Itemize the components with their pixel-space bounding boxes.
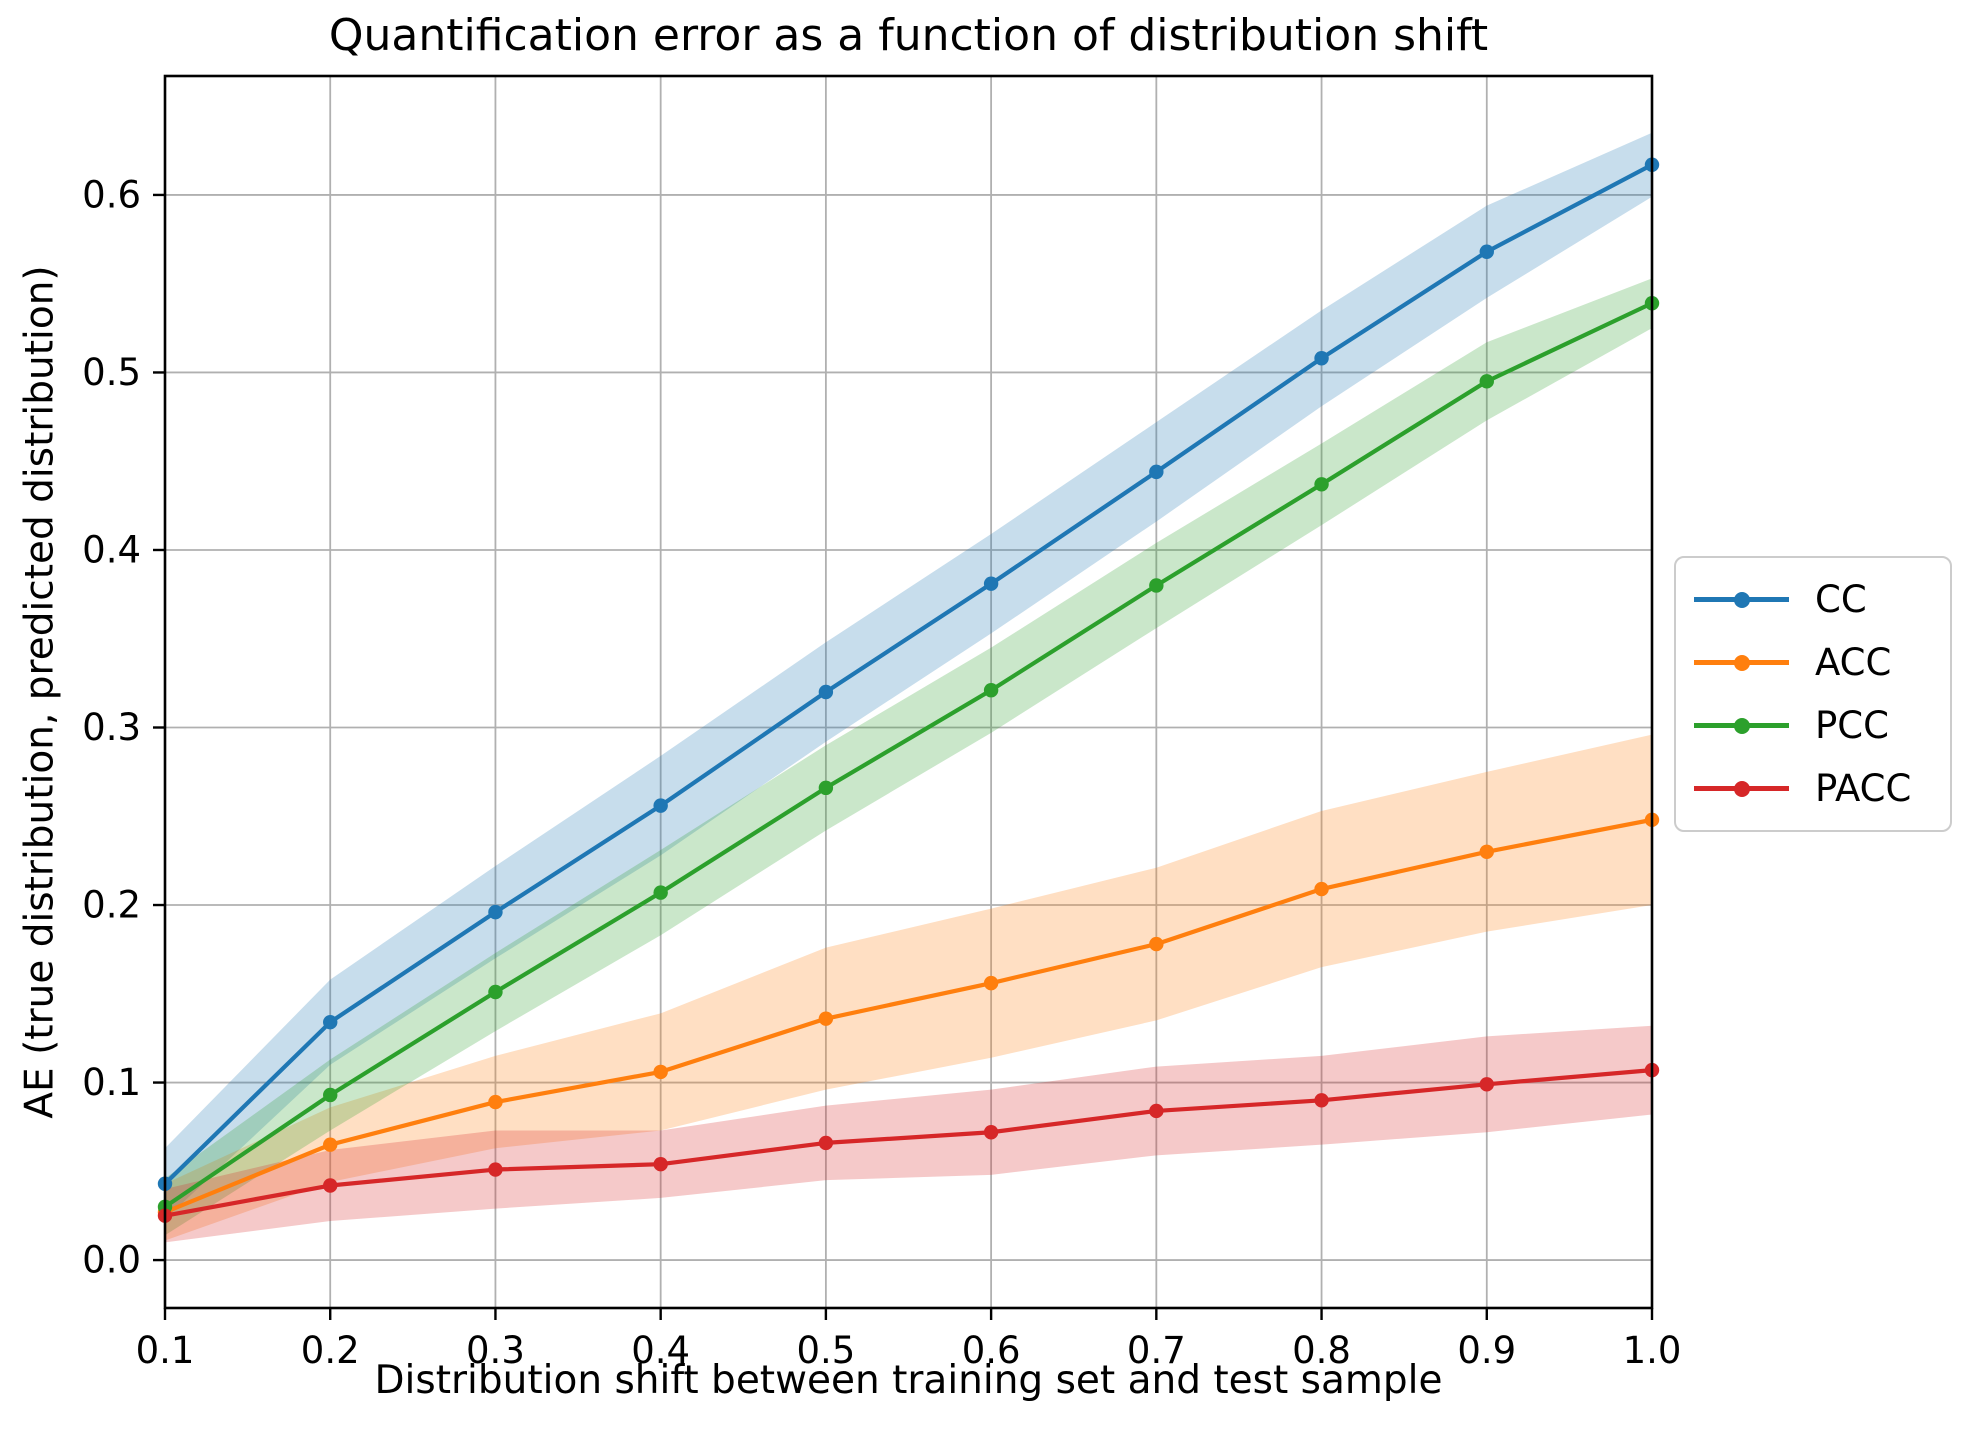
series-marker-acc [653, 1064, 668, 1080]
x-tick-label: 0.6 [962, 1329, 1021, 1372]
series-marker-cc [488, 904, 503, 920]
series-marker-pacc [488, 1162, 503, 1177]
series-line-acc [162, 817, 1655, 1215]
series-marker-acc [1314, 881, 1329, 897]
series-marker-acc [488, 1094, 503, 1110]
series-band-pcc [165, 278, 1652, 1236]
x-tick-label: 0.5 [796, 1329, 855, 1372]
series-marker-acc [818, 1011, 834, 1026]
series-marker-acc [323, 1137, 338, 1152]
legend-label: PCC [1815, 704, 1889, 747]
x-tick-label: 0.8 [1292, 1329, 1351, 1372]
series-marker-cc [323, 1014, 338, 1030]
legend-line-sample-pcc [1694, 717, 1789, 734]
y-tick-label: 0.2 [82, 884, 141, 927]
series-marker-pacc [323, 1178, 338, 1193]
legend-line-sample-acc [1694, 654, 1789, 671]
series-marker-acc [1479, 844, 1494, 859]
x-tick-label: 0.9 [1457, 1329, 1516, 1372]
series-marker-pcc [1149, 578, 1164, 593]
legend-marker-icon [1733, 780, 1750, 797]
legend-item-pacc: PACC [1694, 760, 1950, 818]
x-axis-label: Distribution shift between training set … [374, 1358, 1443, 1403]
series-marker-acc [983, 975, 999, 991]
series-band-acc [165, 734, 1652, 1241]
plot-area [163, 74, 1654, 1310]
chart-title: Quantification error as a function of di… [328, 10, 1489, 61]
series-marker-pcc [818, 780, 834, 796]
x-tick-label: 0.7 [1127, 1329, 1186, 1372]
x-tick-label: 0.3 [466, 1329, 525, 1372]
legend-marker-icon [1733, 654, 1750, 671]
series-marker-pcc [983, 683, 999, 698]
series-line-pcc [162, 301, 1655, 1209]
series-line-pacc [162, 1068, 1655, 1218]
legend-label: CC [1815, 578, 1867, 621]
y-tick-label: 0.6 [82, 173, 141, 216]
series-marker-pacc [818, 1135, 834, 1151]
legend-line-sample-cc [1694, 591, 1789, 608]
y-tick-label: 0.4 [82, 528, 141, 571]
series-marker-cc [1479, 244, 1494, 259]
series-marker-pacc [653, 1157, 668, 1172]
y-tick-label: 0.3 [82, 706, 141, 749]
legend-item-acc: ACC [1694, 634, 1950, 692]
legend: CC ACC PCC PACC [1674, 556, 1952, 832]
legend-item-cc: CC [1694, 571, 1950, 629]
x-tick-label: 0.2 [301, 1329, 360, 1372]
legend-label: PACC [1815, 767, 1912, 810]
series-band-pacc [165, 1025, 1652, 1243]
series-marker-cc [983, 576, 999, 591]
y-tick-label: 0.1 [82, 1061, 141, 1104]
series-marker-pcc [323, 1087, 338, 1103]
series-marker-cc [1149, 464, 1164, 480]
series-marker-cc [818, 684, 834, 700]
series-marker-acc [1149, 936, 1164, 952]
series-line-cc [162, 162, 1655, 1186]
series-band-cc [165, 132, 1652, 1220]
x-tick-label: 0.1 [136, 1329, 195, 1372]
legend-marker-icon [1733, 717, 1750, 734]
y-tick-label: 0.0 [82, 1239, 141, 1282]
series-marker-pacc [1149, 1103, 1164, 1119]
series-marker-pcc [1479, 374, 1494, 389]
legend-line-sample-pacc [1694, 780, 1789, 797]
series-marker-pacc [1479, 1077, 1494, 1092]
x-tick-label: 0.4 [631, 1329, 690, 1372]
legend-marker-icon [1733, 591, 1750, 608]
x-tick-label: 1.0 [1623, 1329, 1682, 1372]
series-marker-pacc [1314, 1093, 1329, 1108]
series-marker-pacc [983, 1125, 999, 1140]
series-marker-pcc [488, 984, 503, 1000]
series-marker-cc [1314, 351, 1329, 366]
legend-item-pcc: PCC [1694, 697, 1950, 755]
y-tick-label: 0.5 [82, 351, 141, 394]
series-marker-pcc [653, 885, 668, 900]
legend-label: ACC [1815, 641, 1892, 684]
series-marker-pcc [1314, 477, 1329, 492]
series-marker-cc [653, 798, 668, 813]
